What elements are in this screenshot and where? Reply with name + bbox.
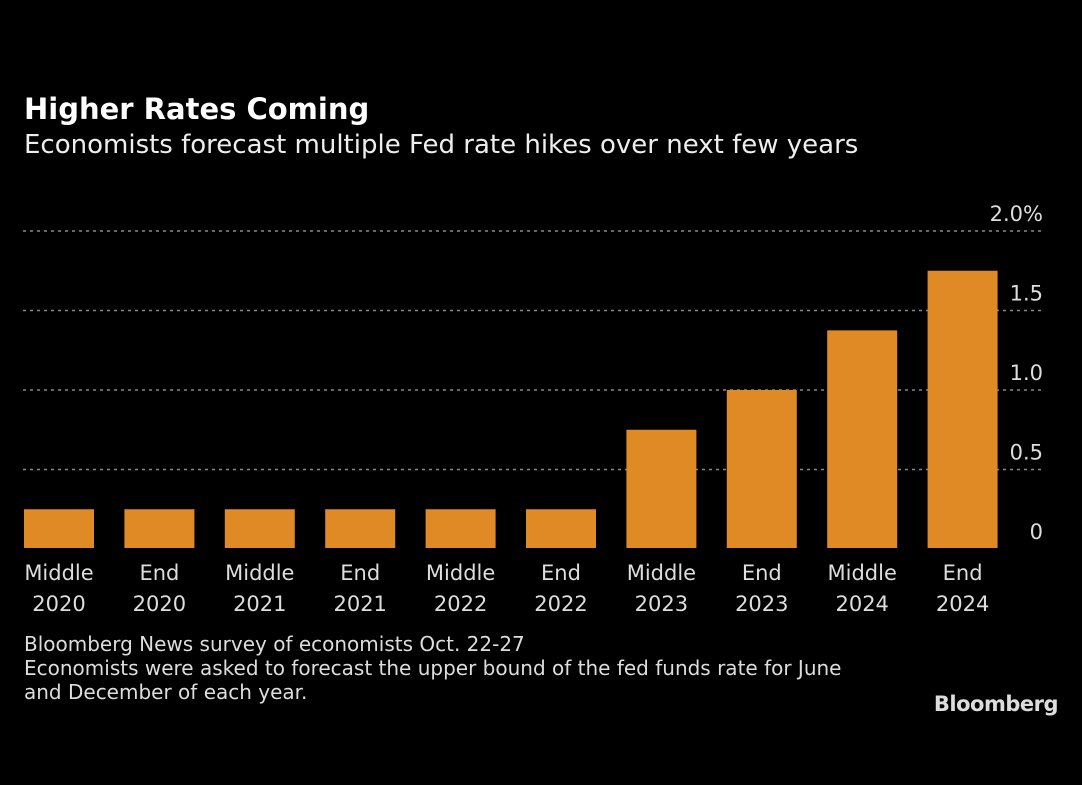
- x-tick-label: 2020: [32, 592, 85, 616]
- x-tick-label: 2021: [333, 592, 386, 616]
- x-tick-label: End: [340, 561, 380, 585]
- x-tick-label: 2024: [936, 592, 989, 616]
- bar: [726, 390, 797, 548]
- bar: [425, 509, 496, 548]
- footnotes: Bloomberg News survey of economists Oct.…: [24, 632, 841, 704]
- x-tick-label: End: [943, 561, 983, 585]
- y-tick-label: 1.5: [1010, 282, 1043, 306]
- x-tick-label: 2022: [534, 592, 587, 616]
- x-tick-label: End: [139, 561, 179, 585]
- x-tick-label: Middle: [828, 561, 897, 585]
- bloomberg-logo: Bloomberg: [933, 692, 1059, 716]
- x-tick-label: Middle: [225, 561, 294, 585]
- chart-subtitle: Economists forecast multiple Fed rate hi…: [24, 130, 859, 160]
- x-tick-label: 2024: [835, 592, 888, 616]
- bar: [626, 429, 697, 548]
- y-tick-label: 1.0: [1010, 361, 1043, 385]
- source-note: Bloomberg News survey of economists Oct.…: [24, 632, 525, 656]
- bar: [526, 509, 596, 548]
- bar: [927, 270, 998, 548]
- x-tick-label: Middle: [24, 561, 93, 585]
- y-tick-label: 0.5: [1010, 441, 1043, 465]
- x-tick-label: Middle: [627, 561, 696, 585]
- y-tick-label: 2.0%: [990, 202, 1043, 226]
- x-tick-label: 2023: [735, 592, 788, 616]
- x-tick-label: End: [742, 561, 782, 585]
- x-tick-label: 2020: [133, 592, 186, 616]
- x-tick-label: 2022: [434, 592, 487, 616]
- method-note-line1: Economists were asked to forecast the up…: [24, 656, 842, 680]
- x-tick-label: 2023: [635, 592, 688, 616]
- x-tick-label: 2021: [233, 592, 286, 616]
- chart-title: Higher Rates Coming: [24, 92, 370, 126]
- x-tick-label: Middle: [426, 561, 495, 585]
- bar: [124, 509, 195, 548]
- y-tick-label: 0: [1030, 520, 1043, 544]
- bar: [224, 509, 295, 548]
- method-note-line2: and December of each year.: [24, 680, 308, 704]
- bar: [325, 509, 396, 548]
- bar: [827, 330, 898, 548]
- x-tick-label: End: [541, 561, 581, 585]
- bar: [24, 509, 94, 548]
